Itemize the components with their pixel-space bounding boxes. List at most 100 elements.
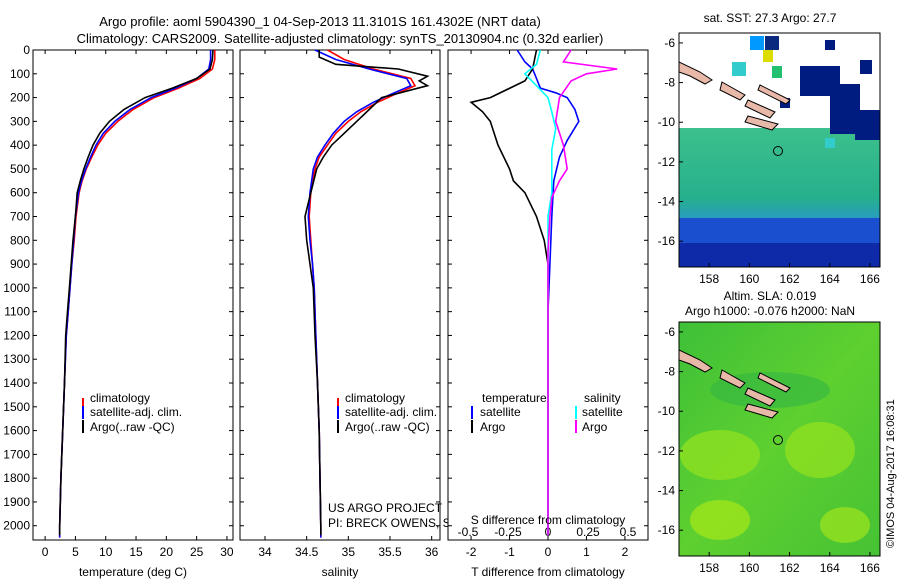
map-y-tick-label: -10 [658,115,676,129]
y-tick-label: 200 [10,91,30,105]
salinity-x-axis-label: salinity [322,565,359,579]
legend-argo: Argo(..raw -QC) [90,420,175,434]
x-tick-label: 20 [160,545,174,559]
y-tick-label: 1500 [3,400,30,414]
x-tick-label: 36 [425,545,439,559]
sla-map-raster [679,322,880,556]
map-y-tick-label: -14 [658,484,676,498]
x-tick-label: -2 [466,545,477,559]
y-tick-label: 1600 [3,424,30,438]
series-line-argo [547,49,618,536]
salinity-profile-panel: 34 34.5 35 35.5 36 climatology satellite-adj… [239,49,608,579]
x-tick-label: 15 [129,545,143,559]
difference-lines [469,49,618,536]
map-x-tick-label: 166 [860,561,880,575]
map-x-tick-label: 162 [780,272,800,286]
x-tick-label: 5 [72,545,79,559]
series-line-satellite [523,49,557,536]
y-tick-label: 400 [10,138,30,152]
temperature-ticks: 0 5 10 15 20 25 300100200300400500600700800900… [3,43,234,559]
series-line-argo-raw-qc- [304,50,430,536]
argo-location-marker [773,146,783,156]
legend-s-satellite: satellite [582,405,623,419]
figure-title-line2: Climatology: CARS2009. Satellite-adjuste… [77,31,604,46]
y-tick-label: 1200 [3,328,30,342]
map-y-tick-label: -6 [664,325,675,339]
y-tick-label: 1000 [3,281,30,295]
difference-ticks: -2 -1 0 1 2-0.5 -0.25 0 0.25 0.5 [448,49,648,559]
argo-location-marker [773,435,783,445]
sst-map-raster [679,33,880,267]
y-tick-label: 0 [23,43,30,57]
map-x-tick-label: 160 [739,272,759,286]
map-x-tick-label: 166 [860,272,880,286]
sla-map-panel: Altim. SLA: 0.019 Argo h1000: -0.076 h20… [658,289,881,575]
x-tick-label: 0 [545,545,552,559]
imos-stamp: ©IMOS 04-Aug-2017 16:08:31 [885,399,897,548]
sla-map-title-line1: Altim. SLA: 0.019 [724,289,817,303]
sla-map-axes: 158 160 162 164 166 -6 -8 -10 -12 -14 -16 [658,325,881,575]
temperature-legend: climatology satellite-adj. clim. Argo(..… [82,391,182,434]
y-tick-label: 1900 [3,495,30,509]
salinity-lines [304,49,430,538]
temperature-profile-panel: 0 5 10 15 20 25 300100200300400500600700800900… [3,43,234,579]
y-tick-label: 100 [10,67,30,81]
sla-map-frame [678,321,881,557]
sst-map-frame [678,32,881,268]
y-tick-label: 1100 [4,305,30,319]
map-x-tick-label: 158 [699,272,719,286]
sst-map-title: sat. SST: 27.3 Argo: 27.7 [704,11,837,25]
top-tick-label: 0.5 [620,525,637,539]
x-tick-label: 34 [258,545,272,559]
y-tick-label: 700 [10,210,30,224]
temperature-lines [58,49,216,538]
x-tick-label: 30 [220,545,234,559]
x-tick-label: 0 [42,545,49,559]
map-y-tick-label: -16 [658,523,676,537]
legend-t-argo: Argo [480,420,506,434]
sst-map-axes: 158 160 162 164 166 -6 -8 -10 -12 -14 -16 [658,36,881,286]
temperature-x-axis-label: temperature (deg C) [79,565,187,579]
sst-map-panel: sat. SST: 27.3 Argo: 27.7 [658,11,881,286]
legend-header-salinity: salinity [584,391,621,405]
figure-title-line1: Argo profile: aoml 5904390_1 04-Sep-2013… [99,14,541,29]
sla-map-title-line2: Argo h1000: -0.076 h2000: NaN [685,304,855,318]
legend-climatology: climatology [90,391,150,405]
map-y-tick-label: -14 [658,195,676,209]
map-x-tick-label: 162 [780,561,800,575]
series-line-argo-raw-qc- [58,49,214,536]
legend-climatology: climatology [345,391,405,405]
x-tick-label: 1 [583,545,590,559]
difference-x-axis-label: T difference from climatology [471,565,625,579]
legend-satellite: satellite-adj. clim. [90,405,182,419]
legend-satellite: satellite-adj. clim. [345,405,437,419]
y-tick-label: 1300 [3,352,30,366]
map-y-tick-label: -10 [658,404,676,418]
difference-top-axis-label: S difference from climatology [471,513,626,527]
difference-legend: temperature salinity satellite Argo sate… [471,391,623,434]
y-tick-label: 2000 [3,519,30,533]
difference-profile-panel: -2 -1 0 1 2-0.5 -0.25 0 0.25 0.5 temperature sal… [447,49,649,579]
y-tick-label: 800 [10,233,30,247]
map-y-tick-label: -8 [664,365,675,379]
salinity-legend: climatology satellite-adj. clim. Argo(..… [337,391,437,434]
y-tick-label: 1700 [3,447,30,461]
legend-t-satellite: satellite [480,405,521,419]
x-tick-label: -1 [504,545,515,559]
x-tick-label: 2 [622,545,629,559]
top-tick-label: -0.5 [458,525,479,539]
y-tick-label: 900 [10,257,30,271]
map-y-tick-label: -6 [664,36,675,50]
x-tick-label: 25 [190,545,204,559]
map-y-tick-label: -12 [658,444,676,458]
y-tick-label: 1800 [3,471,30,485]
y-tick-label: 1400 [3,376,30,390]
map-x-tick-label: 164 [820,561,840,575]
salinity-plot-frame [239,49,441,541]
series-line-satellite [516,49,580,536]
y-tick-label: 500 [10,162,30,176]
salinity-ticks: 34 34.5 35 35.5 36 [240,49,440,559]
y-tick-label: 600 [10,186,30,200]
x-tick-label: 35.5 [378,545,402,559]
